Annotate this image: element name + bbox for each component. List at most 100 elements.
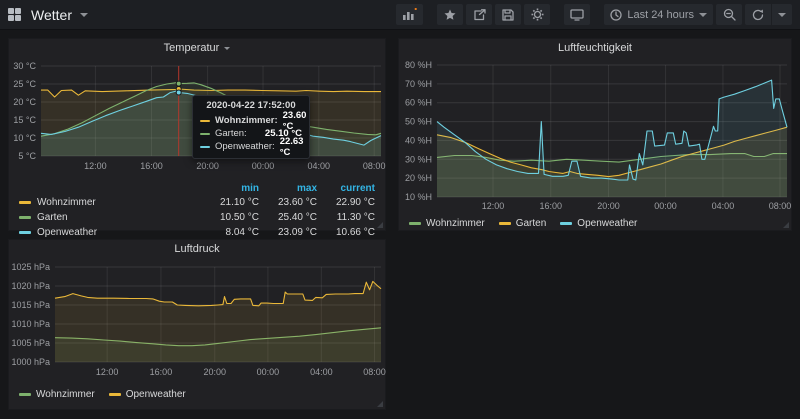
- legend-row-garten: Garten 10.50 °C 25.40 °C 11.30 °C: [19, 210, 375, 225]
- legend-item-garten[interactable]: Garten: [499, 218, 547, 229]
- panel-luftfeuchtigkeit: Luftfeuchtigkeit 80 %H70 %H60 %H50 %H40 …: [398, 38, 792, 231]
- dashboards-grid-icon[interactable]: [8, 8, 21, 21]
- legend-min-value: 10.50 °C: [201, 212, 259, 223]
- legend-current-value: 22.90 °C: [317, 197, 375, 208]
- dashboard-settings-button[interactable]: [524, 4, 550, 25]
- svg-text:20:00: 20:00: [196, 161, 219, 171]
- legend-row-wohnzimmer: Wohnzimmer 21.10 °C 23.60 °C 22.90 °C: [19, 195, 375, 210]
- series-color-dash: [19, 216, 31, 219]
- zoom-out-time-button[interactable]: [716, 4, 742, 25]
- svg-text:16:00: 16:00: [140, 161, 163, 171]
- refresh-icon: [752, 9, 764, 21]
- legend-series-name: Wohnzimmer: [37, 197, 96, 208]
- panel-resize-handle[interactable]: [377, 222, 383, 228]
- panel-luftdruck-title[interactable]: Luftdruck: [9, 240, 385, 258]
- series-color-dash: [409, 222, 421, 225]
- legend-series-name: Openweather: [37, 227, 97, 238]
- svg-text:16:00: 16:00: [150, 367, 173, 377]
- series-color-dash: [19, 393, 31, 396]
- legend-header-max[interactable]: max: [259, 183, 317, 194]
- tooltip-row: Openweather: 22.63 °C: [200, 140, 302, 153]
- cycle-view-mode-button[interactable]: [564, 4, 590, 25]
- svg-text:1025 hPa: 1025 hPa: [11, 262, 50, 272]
- save-icon: [502, 9, 514, 21]
- temperatur-legend-table: min max current Wohnzimmer 21.10 °C 23.6…: [9, 178, 385, 240]
- legend-max-value: 25.40 °C: [259, 212, 317, 223]
- svg-text:25 °C: 25 °C: [13, 79, 36, 89]
- legend-header-min[interactable]: min: [201, 183, 259, 194]
- svg-text:1020 hPa: 1020 hPa: [11, 281, 50, 291]
- legend-item-openweather[interactable]: Openweather: [560, 218, 637, 229]
- tooltip-row: Wohnzimmer: 23.60 °C: [200, 114, 302, 127]
- series-color-dash: [499, 222, 511, 225]
- legend-min-value: 21.10 °C: [201, 197, 259, 208]
- svg-text:12:00: 12:00: [96, 367, 119, 377]
- gear-icon: [531, 8, 544, 21]
- svg-text:60 %H: 60 %H: [405, 98, 432, 108]
- panel-resize-handle[interactable]: [783, 222, 789, 228]
- dashboard-title[interactable]: Wetter: [31, 7, 72, 23]
- svg-text:5 °C: 5 °C: [18, 151, 36, 161]
- series-color-dash: [200, 120, 210, 122]
- panel-luftfeuchtigkeit-title[interactable]: Luftfeuchtigkeit: [399, 39, 791, 57]
- panel-luftdruck: Luftdruck 1025 hPa 1020 hPa 1015 hPa 1010 h…: [8, 239, 386, 410]
- svg-text:80 %H: 80 %H: [405, 60, 432, 70]
- graph-tooltip: 2020-04-22 17:52:00 Wohnzimmer: 23.60 °C…: [192, 95, 310, 159]
- refresh-dashboard-button[interactable]: [745, 4, 771, 25]
- refresh-interval-caret-icon: [778, 13, 786, 17]
- star-icon: [444, 9, 456, 21]
- svg-text:20 °C: 20 °C: [13, 97, 36, 107]
- series-color-dash: [200, 146, 210, 148]
- legend-current-value: 10.66 °C: [317, 227, 375, 238]
- svg-text:12:00: 12:00: [482, 201, 505, 211]
- share-dashboard-button[interactable]: [466, 4, 492, 25]
- zoom-out-icon: [723, 8, 736, 21]
- luftfeuchtigkeit-chart[interactable]: 80 %H70 %H60 %H50 %H40 %H30 %H20 %H10 %H…: [399, 57, 793, 213]
- panel-title-text: Luftfeuchtigkeit: [558, 42, 632, 54]
- luftdruck-chart[interactable]: 1025 hPa1020 hPa1015 hPa1010 hPa1005 hPa…: [9, 258, 387, 378]
- legend-item-openweather[interactable]: Openweather: [109, 389, 186, 400]
- series-color-dash: [560, 222, 572, 225]
- legend-item-wohnzimmer[interactable]: Wohnzimmer: [409, 218, 485, 229]
- panel-temperatur-title[interactable]: Temperatur: [9, 39, 385, 57]
- legend-series-name: Garten: [37, 212, 68, 223]
- svg-text:20:00: 20:00: [597, 201, 620, 211]
- legend-min-value: 8.04 °C: [201, 227, 259, 238]
- legend-header-current[interactable]: current: [317, 183, 375, 194]
- svg-text:00:00: 00:00: [252, 161, 275, 171]
- tooltip-series-value: 22.63 °C: [280, 136, 304, 158]
- navbar: Wetter: [0, 0, 800, 30]
- svg-text:1010 hPa: 1010 hPa: [11, 319, 50, 329]
- star-dashboard-button[interactable]: [437, 4, 463, 25]
- legend-current-value: 11.30 °C: [317, 212, 375, 223]
- svg-text:10 °C: 10 °C: [13, 133, 36, 143]
- svg-text:08:00: 08:00: [363, 367, 386, 377]
- legend-header-row: min max current: [19, 182, 375, 195]
- save-dashboard-button[interactable]: [495, 4, 521, 25]
- svg-text:1015 hPa: 1015 hPa: [11, 300, 50, 310]
- legend-item-wohnzimmer[interactable]: Wohnzimmer: [19, 389, 95, 400]
- panel-resize-handle[interactable]: [377, 401, 383, 407]
- share-icon: [473, 9, 486, 21]
- tooltip-series-name: Wohnzimmer:: [215, 115, 278, 126]
- svg-text:1000 hPa: 1000 hPa: [11, 357, 50, 367]
- svg-text:30 %H: 30 %H: [405, 154, 432, 164]
- series-color-dash: [19, 201, 31, 204]
- svg-text:04:00: 04:00: [712, 201, 735, 211]
- svg-text:40 %H: 40 %H: [405, 135, 432, 145]
- monitor-icon: [570, 9, 584, 21]
- time-range-picker-button[interactable]: Last 24 hours: [604, 4, 713, 25]
- svg-text:04:00: 04:00: [310, 367, 333, 377]
- svg-text:00:00: 00:00: [257, 367, 280, 377]
- refresh-interval-dropdown[interactable]: [772, 4, 792, 25]
- series-color-dash: [19, 231, 31, 234]
- luftdruck-legend: Wohnzimmer Openweather: [9, 389, 385, 400]
- svg-text:04:00: 04:00: [308, 161, 331, 171]
- svg-text:30 °C: 30 °C: [13, 61, 36, 71]
- dashboard-title-caret-icon[interactable]: [80, 13, 88, 17]
- legend-series-name: Openweather: [577, 218, 637, 229]
- clock-icon: [610, 9, 622, 21]
- add-panel-button[interactable]: [396, 4, 423, 25]
- svg-text:15 °C: 15 °C: [13, 115, 36, 125]
- series-color-dash: [109, 393, 121, 396]
